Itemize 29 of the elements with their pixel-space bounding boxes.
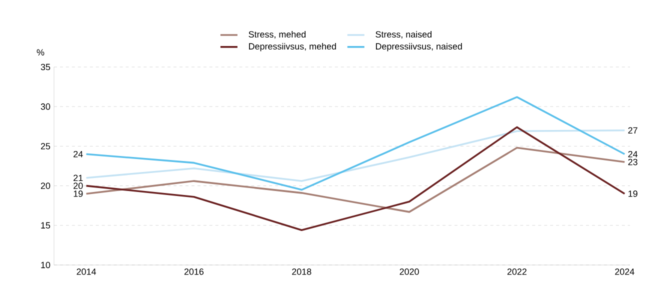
y-tick-label: 30 bbox=[40, 103, 50, 110]
legend-label: Stress, naised bbox=[376, 30, 432, 39]
line-series bbox=[85, 96, 626, 191]
y-tick-label: 25 bbox=[40, 143, 50, 150]
data-label: 19 bbox=[74, 190, 83, 197]
x-tick-label: 2022 bbox=[507, 268, 526, 275]
data-label: 21 bbox=[74, 174, 83, 182]
legend-label: Depressiivsus, naised bbox=[376, 42, 462, 52]
y-tick-label: 20 bbox=[40, 182, 50, 189]
data-label: 19 bbox=[628, 190, 638, 197]
line-series bbox=[85, 146, 626, 213]
y-tick-label: 10 bbox=[41, 262, 50, 268]
data-label: 24 bbox=[74, 150, 83, 158]
y-tick-label: 15 bbox=[41, 222, 50, 229]
x-tick-label: 2020 bbox=[400, 268, 419, 275]
data-label: 24 bbox=[628, 150, 638, 158]
x-tick-label: 2014 bbox=[76, 268, 96, 275]
y-tick-label: 35 bbox=[40, 64, 50, 70]
line-series bbox=[85, 126, 626, 232]
legend-label: Stress, mehed bbox=[248, 30, 306, 39]
data-label: 23 bbox=[628, 158, 638, 166]
x-tick-label: 2024 bbox=[615, 268, 634, 275]
x-tick-label: 2018 bbox=[292, 268, 312, 275]
x-tick-label: 2016 bbox=[184, 268, 204, 275]
data-label: 27 bbox=[628, 127, 638, 134]
data-label: 20 bbox=[74, 182, 83, 189]
legend-label: Depressiivsus, mehed bbox=[249, 42, 336, 52]
y-axis-title: % bbox=[36, 49, 44, 56]
line-series bbox=[85, 129, 626, 182]
